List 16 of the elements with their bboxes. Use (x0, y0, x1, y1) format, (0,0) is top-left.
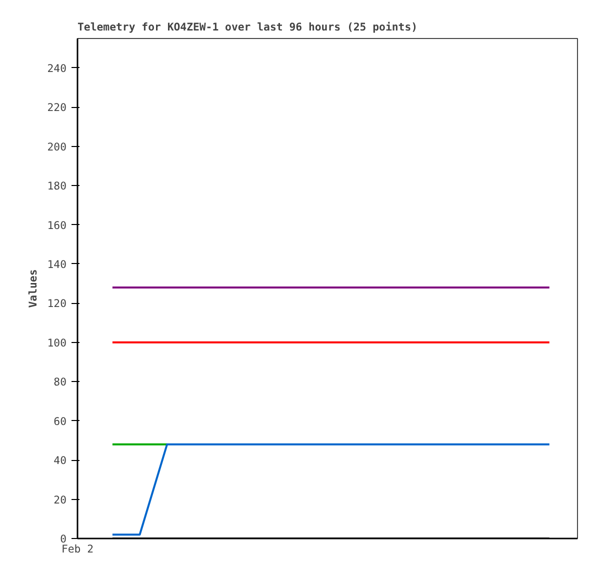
y-tick-label: 180 (47, 180, 67, 193)
y-tick-label: 160 (47, 218, 67, 232)
y-tick-label: 100 (47, 336, 67, 350)
y-tick-label: 40 (54, 454, 67, 468)
y-tick-label: 140 (47, 258, 67, 271)
y-tick-label: 220 (47, 101, 67, 114)
y-tick-label: 0 (60, 532, 67, 546)
chart-title: Telemetry for KO4ZEW-1 over last 96 hours (25 points) (78, 20, 418, 34)
y-axis-title: Values (26, 269, 40, 308)
y-tick-label: 20 (54, 493, 67, 506)
y-tick-label: 200 (47, 140, 67, 154)
y-tick-label: 60 (54, 414, 67, 428)
text: Feb 2 (61, 542, 94, 556)
y-tick-label: 240 (47, 62, 67, 75)
y-tick-label: 80 (54, 376, 67, 389)
y-tick-label: 120 (47, 297, 67, 310)
